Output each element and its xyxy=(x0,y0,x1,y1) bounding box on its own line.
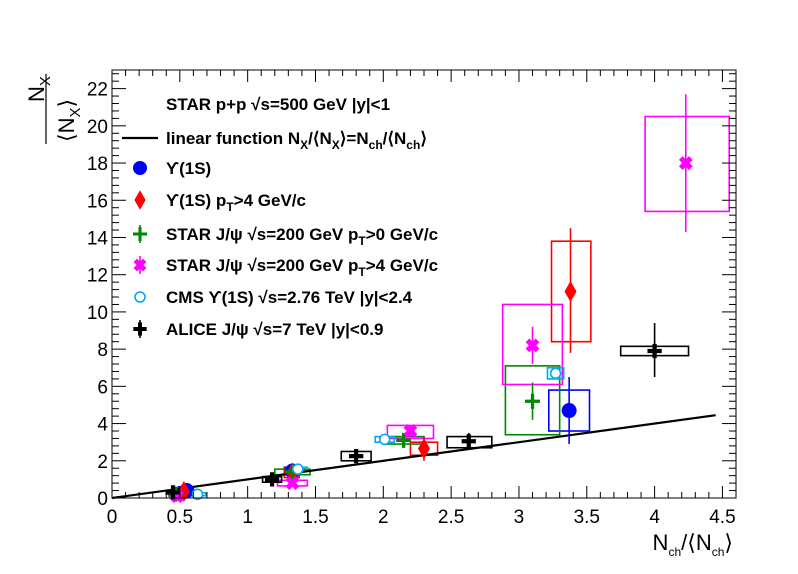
legend-label-1s-p-t-4-gev-c: ϒ(1S) pT>4 GeV/c xyxy=(166,191,306,214)
y-tick-label: 10 xyxy=(87,303,108,324)
markers-layer xyxy=(165,156,693,504)
data-point-series-5-point-0 xyxy=(165,485,181,500)
svg-text:NX: NX xyxy=(24,76,54,102)
x-tick-label: 3 xyxy=(514,507,525,528)
legend-swatch-1s-p-t-4-gev-c xyxy=(134,190,146,210)
legend-entry-3: ϒ(1S) pT>4 GeV/c xyxy=(134,190,306,214)
x-tick-label: 3.5 xyxy=(574,507,600,528)
syst-box-series-3-point-4 xyxy=(644,115,731,213)
y-tick-label: 14 xyxy=(87,228,109,249)
y-tick-label: 22 xyxy=(87,80,108,101)
data-point-series-3-point-3 xyxy=(525,338,540,353)
data-point-series-2-point-1 xyxy=(284,464,300,480)
legend-entry-6: CMS ϒ(1S) √s=2.76 TeV |y|<2.4 xyxy=(134,288,413,307)
legend-label-cms-1s-s-2-76-tev-y-2-4: CMS ϒ(1S) √s=2.76 TeV |y|<2.4 xyxy=(166,288,413,307)
y-tick-label: 16 xyxy=(87,191,108,212)
data-point-series-1-point-2 xyxy=(418,438,430,460)
data-point-series-5-point-3 xyxy=(461,434,476,449)
data-point-series-5-point-2 xyxy=(349,449,364,464)
legend-entry-7: ALICE J/ψ √s=7 TeV |y|<0.9 xyxy=(133,320,384,339)
legend-entry-5: STAR J/ψ √s=200 GeV pT>4 GeV/c xyxy=(133,256,438,279)
legend-line-label: linear function NX/⟨NX⟩=Nch/⟨Nch⟩ xyxy=(166,129,427,152)
y-tick-label: 12 xyxy=(87,266,108,287)
x-tick-label: 0 xyxy=(107,507,118,528)
data-point-series-5-point-4 xyxy=(647,343,662,359)
legend-swatch-1s xyxy=(133,161,147,175)
axis-ticks-layer xyxy=(111,70,736,499)
legend-label-star-j-s-200-gev-p-t-0-gev-c: STAR J/ψ √s=200 GeV pT>0 GeV/c xyxy=(166,225,438,248)
y-axis-title: NX ⟨NX⟩ xyxy=(24,74,84,144)
legend-entry-0: STAR p+p √s=500 GeV |y|<1 xyxy=(166,95,390,114)
legend-entry-4: STAR J/ψ √s=200 GeV pT>0 GeV/c xyxy=(133,225,438,248)
x-tick-label: 1.5 xyxy=(302,507,328,528)
legend-swatch-star-j-s-200-gev-p-t-4-gev-c xyxy=(133,256,147,274)
x-axis-title: Nch/⟨Nch⟩ xyxy=(653,530,733,559)
data-point-series-2-point-3 xyxy=(525,393,541,409)
data-point-series-2-point-2 xyxy=(396,432,412,448)
y-tick-label: 8 xyxy=(97,340,108,361)
legend: STAR p+p √s=500 GeV |y|<1 linear function… xyxy=(122,95,438,339)
legend-swatch-alice-j-s-7-tev-y-0-9 xyxy=(133,320,147,338)
legend-swatch-cms-1s-s-2-76-tev-y-2-4 xyxy=(134,291,146,303)
legend-header-text: STAR p+p √s=500 GeV |y|<1 xyxy=(166,95,390,114)
data-point-series-5-point-1 xyxy=(264,472,280,487)
x-tick-label: 2.5 xyxy=(438,507,464,528)
data-point-series-3-point-1 xyxy=(285,476,300,491)
data-point-series-0-point-2 xyxy=(561,403,577,419)
legend-label-alice-j-s-7-tev-y-0-9: ALICE J/ψ √s=7 TeV |y|<0.9 xyxy=(166,320,384,339)
linear-function-line xyxy=(111,414,716,500)
x-tick-label: 4.5 xyxy=(709,507,735,528)
legend-label-1s: ϒ(1S) xyxy=(166,159,211,178)
y-tick-label: 4 xyxy=(97,415,108,436)
svg-text:⟨NX⟩: ⟨NX⟩ xyxy=(54,99,84,142)
x-tick-label: 0.5 xyxy=(167,507,193,528)
y-tick-label: 0 xyxy=(97,489,108,510)
x-tick-labels: 0 0.5 1 1.5 2 2.5 3 3.5 4 4.5 xyxy=(107,507,736,528)
legend-entry-2: ϒ(1S) xyxy=(133,159,211,178)
data-point-series-4-point-3 xyxy=(549,367,562,380)
legend-swatch-star-j-s-200-gev-p-t-0-gev-c xyxy=(133,225,147,243)
x-tick-label: 1 xyxy=(242,507,253,528)
x-tick-label: 2 xyxy=(378,507,389,528)
systematic-boxes-layer xyxy=(165,115,731,499)
linear-function-layer xyxy=(111,414,716,500)
syst-box-series-2-point-3 xyxy=(504,365,561,436)
legend-label-star-j-s-200-gev-p-t-4-gev-c: STAR J/ψ √s=200 GeV pT>4 GeV/c xyxy=(166,256,438,279)
data-point-series-1-point-3 xyxy=(564,280,577,302)
data-point-series-3-point-2 xyxy=(403,424,418,438)
y-tick-label: 20 xyxy=(87,117,108,138)
y-tick-label: 2 xyxy=(97,452,108,473)
y-tick-label: 6 xyxy=(97,377,108,398)
data-point-series-3-point-4 xyxy=(678,156,693,170)
data-point-series-4-point-1 xyxy=(292,463,304,475)
y-tick-label: 18 xyxy=(87,154,108,175)
x-tick-label: 4 xyxy=(649,507,660,528)
y-tick-labels: 0 2 4 6 8 10 12 14 16 18 20 22 xyxy=(87,80,109,510)
data-point-series-4-point-2 xyxy=(378,433,391,446)
data-point-series-4-point-0 xyxy=(191,488,204,501)
legend-entry-1: linear function NX/⟨NX⟩=Nch/⟨Nch⟩ xyxy=(122,129,427,152)
